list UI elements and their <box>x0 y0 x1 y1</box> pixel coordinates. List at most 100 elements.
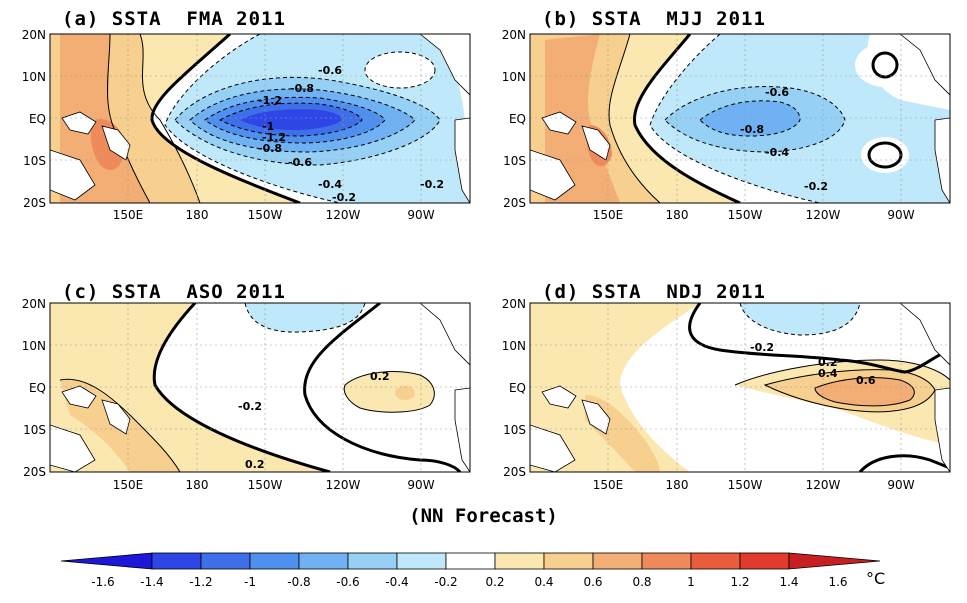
colorbar-label: 0.8 <box>632 575 651 589</box>
panel-a-contour-label: -0.2 <box>420 178 444 191</box>
colorbar-swatch <box>494 552 545 570</box>
lat-labels-d: 20N 10N EQ 10S 20S <box>502 297 526 479</box>
colorbar-label: 1.2 <box>730 575 749 589</box>
lat-label: 10N <box>502 339 526 353</box>
panel-a-frame <box>49 33 471 204</box>
colorbar-swatch <box>249 552 300 570</box>
colorbar-swatch <box>543 552 594 570</box>
lon-label: 180 <box>186 478 209 492</box>
lon-label: 150E <box>113 478 144 492</box>
panel-a-contour-label: -0.6 <box>318 64 342 77</box>
lon-label: 150E <box>113 208 144 222</box>
lon-label: 150E <box>593 478 624 492</box>
lat-label: 20N <box>502 28 526 42</box>
colorbar-label: -0.8 <box>287 575 310 589</box>
forecast-caption: (NN Forecast) <box>409 505 558 527</box>
panel-d-contour-label: 0.2 <box>818 356 838 369</box>
lat-label: EQ <box>29 381 46 395</box>
panel-a-contour-label: -1.2 <box>262 131 286 144</box>
lon-label: 120W <box>806 208 841 222</box>
lat-label: 10S <box>503 423 526 437</box>
lat-label: 10N <box>502 70 526 84</box>
panel-c-contour-label: -0.2 <box>238 400 262 413</box>
lat-label: 20N <box>502 297 526 311</box>
lat-label: 20N <box>22 297 46 311</box>
colorbar-label: 1.6 <box>828 575 847 589</box>
panel-c-contour-labels: -0.2 0.2 0.2 <box>238 370 390 471</box>
panel-c-contour-label: 0.2 <box>370 370 390 383</box>
lon-label: 120W <box>806 478 841 492</box>
colorbar-label: -1.4 <box>140 575 163 589</box>
lat-label: 10S <box>503 154 526 168</box>
panel-b-contour-label: -0.6 <box>765 86 789 99</box>
lon-label: 180 <box>186 208 209 222</box>
panel-a-contour-label: -0.2 <box>332 191 356 204</box>
lon-labels-c: 150E 180 150W 120W 90W <box>113 478 435 492</box>
lat-labels-a: 20N 10N EQ 10S 20S <box>22 28 46 210</box>
panel-d-contour-label: 0.6 <box>856 374 876 387</box>
panel-a-map <box>50 34 470 203</box>
lat-label: EQ <box>509 112 526 126</box>
panel-a-contour-label: -0.6 <box>288 156 312 169</box>
panel-a-contour-labels: -0.6 -0.8 -1.2 -1 -1.2 -0.8 -0.6 -0.4 -0… <box>258 64 444 204</box>
colorbar-label: 0.2 <box>485 575 504 589</box>
panel-d-contour-labels: -0.2 0.2 0.4 0.6 <box>750 341 876 387</box>
colorbar-swatch <box>396 552 447 570</box>
colorbar-swatch <box>60 552 153 570</box>
panel-d-map <box>530 303 950 472</box>
lat-label: 10N <box>22 339 46 353</box>
panel-a-contour-label: -0.8 <box>258 142 282 155</box>
panel-b-frame <box>529 33 951 204</box>
colorbar-label: -1.2 <box>189 575 212 589</box>
colorbar-swatch <box>298 552 349 570</box>
lon-label: 180 <box>666 208 689 222</box>
panel-a-contour-label: -1.2 <box>258 94 282 107</box>
lat-label: 20S <box>503 465 526 479</box>
lon-label: 150W <box>248 208 283 222</box>
lon-label: 150W <box>728 208 763 222</box>
colorbar-swatch <box>788 552 881 570</box>
colorbar-swatch <box>690 552 741 570</box>
panel-b-contour-label: -0.4 <box>765 146 789 159</box>
colorbar-unit: °C <box>866 569 885 588</box>
lon-label: 90W <box>887 478 914 492</box>
panel-a-contour-label: -1 <box>262 120 274 133</box>
colorbar-label: -1.6 <box>91 575 114 589</box>
colorbar-swatch <box>739 552 790 570</box>
colorbar-swatch <box>592 552 643 570</box>
panel-c-title: (c) SSTA ASO 2011 <box>62 281 286 303</box>
panel-c-frame <box>49 302 471 473</box>
panel-c-map <box>50 303 470 472</box>
colorbar-label: -0.6 <box>336 575 359 589</box>
lat-labels-c: 20N 10N EQ 10S 20S <box>22 297 46 479</box>
lon-label: 90W <box>887 208 914 222</box>
lon-labels-d: 150E 180 150W 120W 90W <box>593 478 915 492</box>
colorbar-swatch <box>641 552 692 570</box>
colorbar-swatch <box>445 552 496 570</box>
panel-b-contour-label: -0.2 <box>804 180 828 193</box>
panel-a-title: (a) SSTA FMA 2011 <box>62 8 286 30</box>
lat-label: EQ <box>509 381 526 395</box>
lat-label: EQ <box>29 112 46 126</box>
colorbar-swatch <box>151 552 202 570</box>
colorbar-label: -0.4 <box>385 575 408 589</box>
lat-labels-b: 20N 10N EQ 10S 20S <box>502 28 526 210</box>
panel-b-title: (b) SSTA MJJ 2011 <box>542 8 766 30</box>
lat-label: 10N <box>22 70 46 84</box>
lat-label: 10S <box>23 154 46 168</box>
panel-d-frame <box>529 302 951 473</box>
colorbar-label: 1 <box>687 575 695 589</box>
lon-label: 90W <box>407 208 434 222</box>
panel-c-contour-label: 0.2 <box>245 458 265 471</box>
colorbar-label: -1 <box>244 575 256 589</box>
panel-a-contour-label: -0.4 <box>318 178 342 191</box>
lon-label: 120W <box>326 478 361 492</box>
colorbar-label: -0.2 <box>434 575 457 589</box>
lon-labels-a: 150E 180 150W 120W 90W <box>113 208 435 222</box>
lon-label: 150W <box>248 478 283 492</box>
lat-label: 20S <box>23 196 46 210</box>
lon-label: 150E <box>593 208 624 222</box>
panel-b-contour-label: -0.8 <box>740 123 764 136</box>
lat-label: 20S <box>503 196 526 210</box>
lon-label: 120W <box>326 208 361 222</box>
